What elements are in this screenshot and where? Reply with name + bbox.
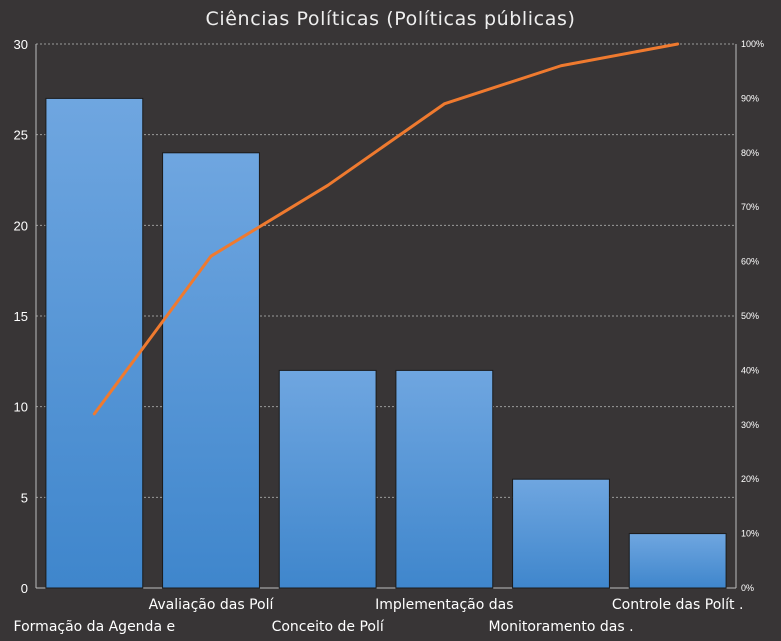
y2-tick-label: 70% bbox=[741, 202, 759, 212]
x-tick-label: Conceito de Polí bbox=[272, 619, 385, 635]
bar bbox=[45, 97, 144, 589]
x-tick-label: Implementação das bbox=[375, 597, 513, 613]
y2-tick-label: 50% bbox=[741, 311, 759, 321]
y-tick-label: 30 bbox=[14, 37, 28, 52]
axis-layer bbox=[35, 44, 737, 589]
y-tick-label: 20 bbox=[14, 218, 28, 233]
y2-tick-label: 80% bbox=[741, 148, 759, 158]
bar-layer bbox=[45, 97, 727, 589]
chart-title: Ciências Políticas (Políticas públicas) bbox=[205, 8, 576, 30]
x-tick-label: Avaliação das Polí bbox=[149, 597, 275, 613]
y2-tick-label: 30% bbox=[741, 420, 759, 430]
bar bbox=[162, 152, 260, 589]
bar bbox=[278, 369, 377, 589]
grid-layer bbox=[36, 43, 736, 498]
y2-tick-label: 100% bbox=[741, 39, 764, 49]
y-tick-label: 15 bbox=[14, 309, 28, 324]
x-tick-label: Monitoramento das . bbox=[488, 619, 633, 635]
y-tick-label: 5 bbox=[21, 490, 28, 505]
bar bbox=[395, 369, 494, 589]
y2-tick-label: 10% bbox=[741, 529, 759, 539]
y-tick-label: 10 bbox=[14, 400, 28, 415]
y2-tick-label: 90% bbox=[741, 93, 759, 103]
bar bbox=[628, 533, 727, 589]
x-tick-label: Controle das Polít . bbox=[612, 597, 744, 613]
label-layer: 0 5 10 15 20 25 30 0% 10% 20% 30% 40% 50% 60% 70% 80% 90… bbox=[14, 37, 765, 635]
y2-tick-label: 40% bbox=[741, 365, 759, 375]
y2-tick-label: 60% bbox=[741, 257, 759, 267]
x-tick-label: Formação da Agenda e bbox=[14, 619, 176, 635]
cumulative-line bbox=[92, 42, 680, 416]
y-tick-label: 25 bbox=[14, 128, 28, 143]
y2-tick-label: 20% bbox=[741, 474, 759, 484]
line-layer bbox=[92, 42, 680, 416]
y2-tick-label: 0% bbox=[741, 583, 754, 593]
y-tick-label: 0 bbox=[21, 581, 28, 596]
bar bbox=[512, 478, 610, 589]
